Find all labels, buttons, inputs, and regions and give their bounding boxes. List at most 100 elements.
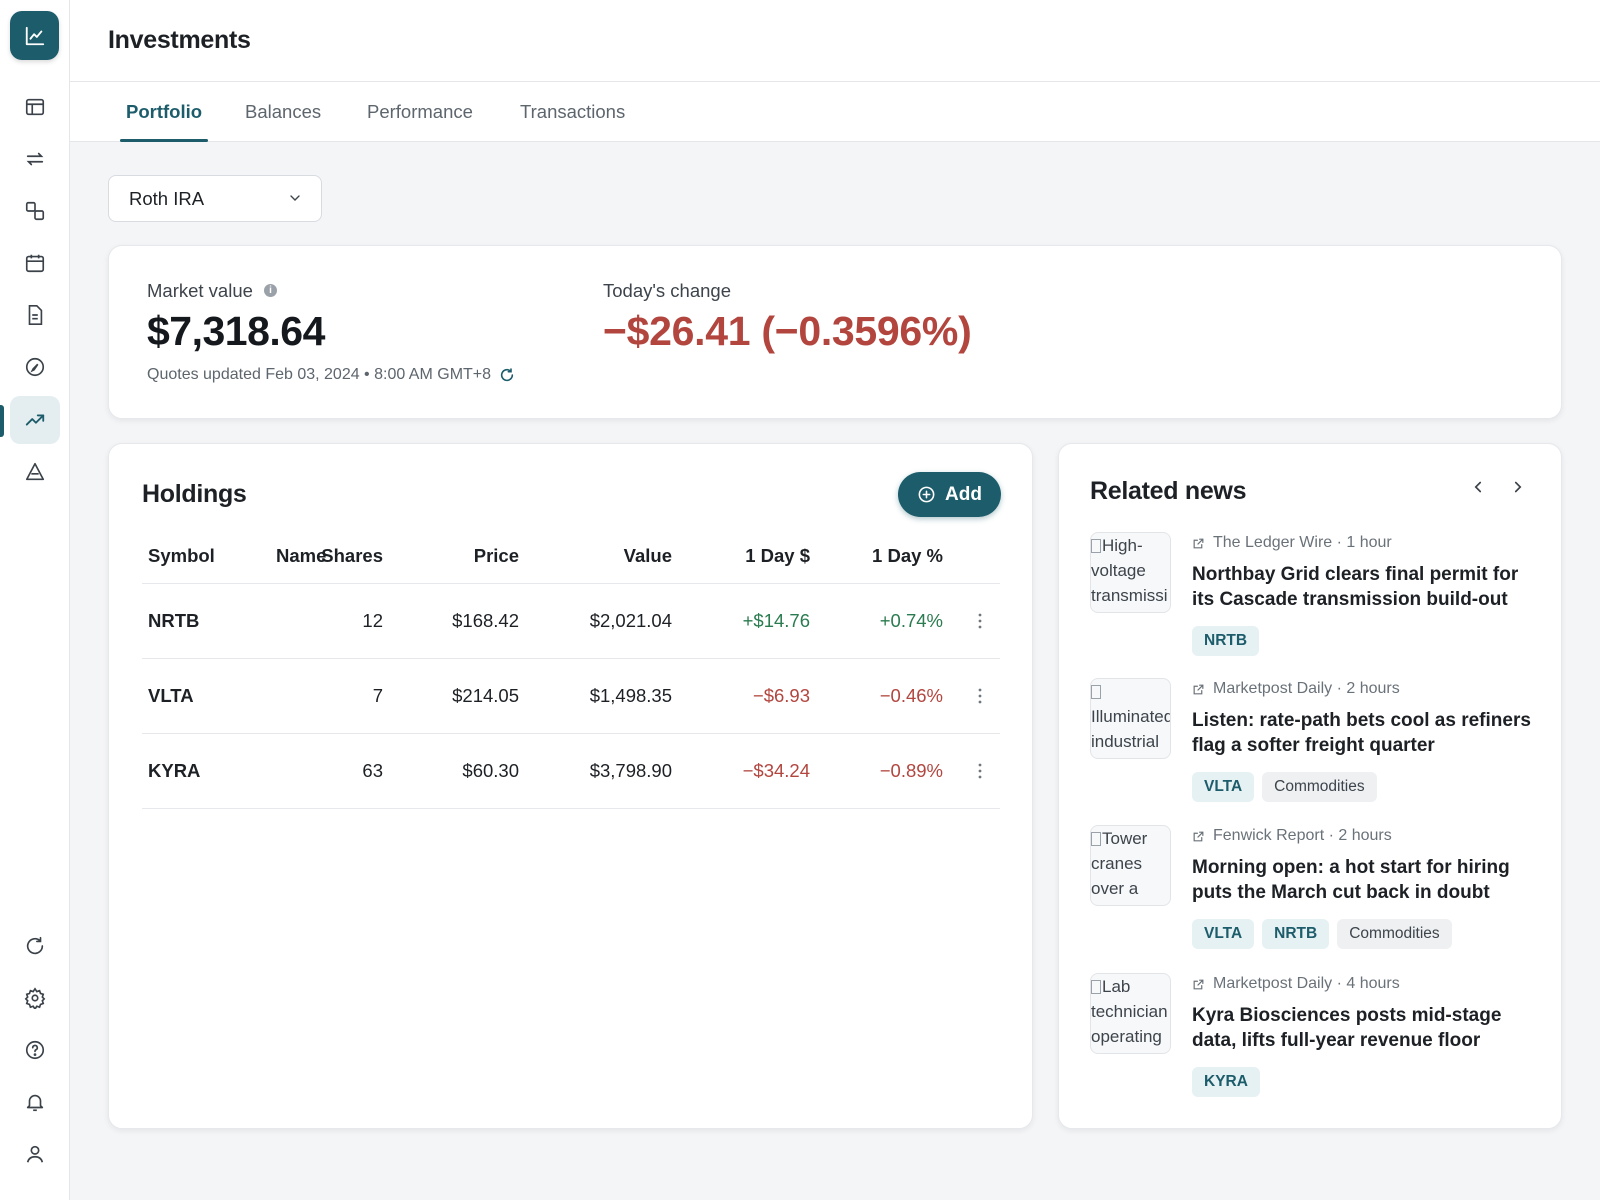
holdings-table: Symbol Name Shares Price Value 1 Day $ 1…: [142, 528, 1000, 809]
page-title: Investments: [108, 26, 251, 54]
tab-portfolio[interactable]: Portfolio: [119, 82, 209, 142]
row-shares: 63: [362, 760, 383, 781]
account-select-value: Roth IRA: [129, 187, 205, 209]
table-row[interactable]: VLTA 7 $214.05 $1,498.35 −$6.93 −0.46%: [142, 659, 1000, 734]
col-name[interactable]: Name: [276, 544, 327, 566]
news-item[interactable]: Tower cranes over a Fenwick Report · 2 h…: [1090, 825, 1540, 965]
col-day-percent[interactable]: 1 Day %: [872, 544, 943, 566]
tag-ticker[interactable]: VLTA: [1192, 772, 1255, 802]
row-day-percent: −0.46%: [879, 685, 943, 706]
col-value[interactable]: Value: [623, 544, 672, 566]
sidebar-item-transfers[interactable]: [10, 135, 60, 183]
row-value: $2,021.04: [589, 610, 672, 631]
sidebar-item-investments[interactable]: [10, 396, 60, 444]
news-item[interactable]: High-voltage transmissi The Ledger Wire …: [1090, 532, 1540, 672]
table-header-row: Symbol Name Shares Price Value 1 Day $ 1…: [142, 528, 1000, 584]
bell-icon: [26, 1094, 44, 1112]
sidebar-item-categories[interactable]: [10, 187, 60, 235]
col-symbol[interactable]: Symbol: [148, 544, 215, 566]
todays-change-value: −$26.41 (−0.3596%): [603, 308, 972, 354]
news-item[interactable]: Lab technician operating Marketpost Dail…: [1090, 973, 1540, 1113]
news-thumbnail-alt: Lab technician operating: [1091, 977, 1168, 1046]
sidebar-item-profile[interactable]: [10, 1130, 60, 1178]
info-icon[interactable]: i: [264, 284, 277, 297]
tag-ticker[interactable]: NRTB: [1192, 626, 1260, 656]
news-tags: KYRA: [1192, 1067, 1260, 1097]
row-symbol: KYRA: [148, 760, 201, 781]
external-link-icon: [1193, 831, 1204, 841]
table-row[interactable]: KYRA 63 $60.30 $3,798.90 −$34.24 −0.89%: [142, 734, 1000, 809]
news-headline[interactable]: Kyra Biosciences posts mid-stage data, l…: [1192, 1005, 1502, 1051]
news-thumbnail: Illuminated industrial plant at: [1090, 678, 1171, 759]
tag-ticker[interactable]: KYRA: [1192, 1067, 1260, 1097]
tag-topic[interactable]: Commodities: [1337, 919, 1452, 949]
sidebar-item-goals[interactable]: [10, 448, 60, 496]
news-source: Marketpost Daily · 2 hours: [1192, 680, 1400, 698]
tab-performance[interactable]: Performance: [367, 101, 473, 122]
row-day-dollar: −$34.24: [742, 760, 810, 781]
shapes-icon: [25, 201, 45, 221]
market-value-label: Market value: [147, 280, 253, 301]
app-logo[interactable]: [10, 11, 59, 60]
quotes-updated-text: Quotes updated Feb 03, 2024 • 8:00 AM GM…: [147, 366, 492, 383]
refresh-icon[interactable]: [499, 367, 515, 383]
external-link-icon: [1193, 684, 1204, 694]
row-more-icon[interactable]: [978, 584, 982, 658]
market-value: $7,318.64: [147, 308, 325, 354]
header: Investments: [70, 0, 1600, 82]
sidebar-item-explore[interactable]: [10, 343, 60, 391]
news-tags: NRTB: [1192, 626, 1260, 656]
external-link-icon: [1193, 538, 1204, 548]
transfer-icon: [26, 152, 44, 166]
row-price: $214.05: [452, 685, 519, 706]
sidebar-item-dashboard[interactable]: [10, 83, 60, 131]
user-icon: [26, 1145, 44, 1163]
row-value: $3,798.90: [589, 760, 672, 781]
news-tags: VLTA NRTB Commodities: [1192, 919, 1452, 949]
row-price: $168.42: [452, 610, 519, 631]
sidebar-item-calendar[interactable]: [10, 239, 60, 287]
row-more-icon[interactable]: [978, 734, 982, 808]
account-select[interactable]: Roth IRA: [108, 175, 322, 222]
news-headline[interactable]: Morning open: a hot start for hiring put…: [1192, 857, 1510, 903]
news-thumbnail: Lab technician operating: [1090, 973, 1171, 1054]
sidebar-item-help[interactable]: [10, 1026, 60, 1074]
row-symbol: NRTB: [148, 610, 200, 631]
quotes-updated: Quotes updated Feb 03, 2024 • 8:00 AM GM…: [147, 366, 515, 384]
chevron-right-icon[interactable]: [1509, 478, 1527, 501]
col-day-dollar[interactable]: 1 Day $: [745, 544, 810, 566]
news-source: Marketpost Daily · 4 hours: [1192, 975, 1400, 993]
row-value: $1,498.35: [589, 685, 672, 706]
row-day-percent: −0.89%: [879, 760, 943, 781]
chevron-left-icon[interactable]: [1469, 478, 1487, 501]
tab-balances[interactable]: Balances: [245, 101, 322, 122]
row-price: $60.30: [462, 760, 519, 781]
row-more-icon[interactable]: [978, 659, 982, 733]
layout-icon: [25, 98, 45, 116]
news-thumbnail: High-voltage transmissi: [1090, 532, 1171, 613]
sidebar: [0, 0, 70, 1200]
tag-ticker[interactable]: VLTA: [1192, 919, 1255, 949]
news-headline[interactable]: Northbay Grid clears final permit for it…: [1192, 564, 1519, 610]
chart-line-icon: [25, 26, 44, 45]
sidebar-item-settings[interactable]: [10, 974, 60, 1022]
news-thumbnail-alt: Illuminated industrial plant at: [1091, 707, 1171, 758]
col-shares[interactable]: Shares: [321, 544, 383, 566]
tag-ticker[interactable]: NRTB: [1262, 919, 1330, 949]
news-item[interactable]: Illuminated industrial plant at Marketpo…: [1090, 678, 1540, 818]
tag-topic[interactable]: Commodities: [1262, 772, 1377, 802]
sidebar-item-notifications[interactable]: [10, 1078, 60, 1126]
row-day-dollar: −$6.93: [752, 685, 810, 706]
sidebar-item-sync[interactable]: [10, 922, 60, 970]
sidebar-item-documents[interactable]: [10, 291, 60, 339]
table-row[interactable]: NRTB 12 $168.42 $2,021.04 +$14.76 +0.74%: [142, 584, 1000, 659]
col-price[interactable]: Price: [473, 544, 519, 566]
news-thumbnail-alt: Tower cranes over a: [1091, 829, 1148, 898]
holdings-title: Holdings: [142, 480, 247, 508]
news-headline[interactable]: Listen: rate-path bets cool as refiners …: [1192, 710, 1531, 756]
add-holding-button[interactable]: Add: [898, 472, 1001, 517]
news-source-text: The Ledger Wire · 1 hour: [1213, 534, 1392, 551]
tab-transactions[interactable]: Transactions: [520, 101, 626, 122]
news-source-text: Marketpost Daily · 4 hours: [1213, 975, 1400, 992]
external-link-icon: [1193, 979, 1204, 989]
